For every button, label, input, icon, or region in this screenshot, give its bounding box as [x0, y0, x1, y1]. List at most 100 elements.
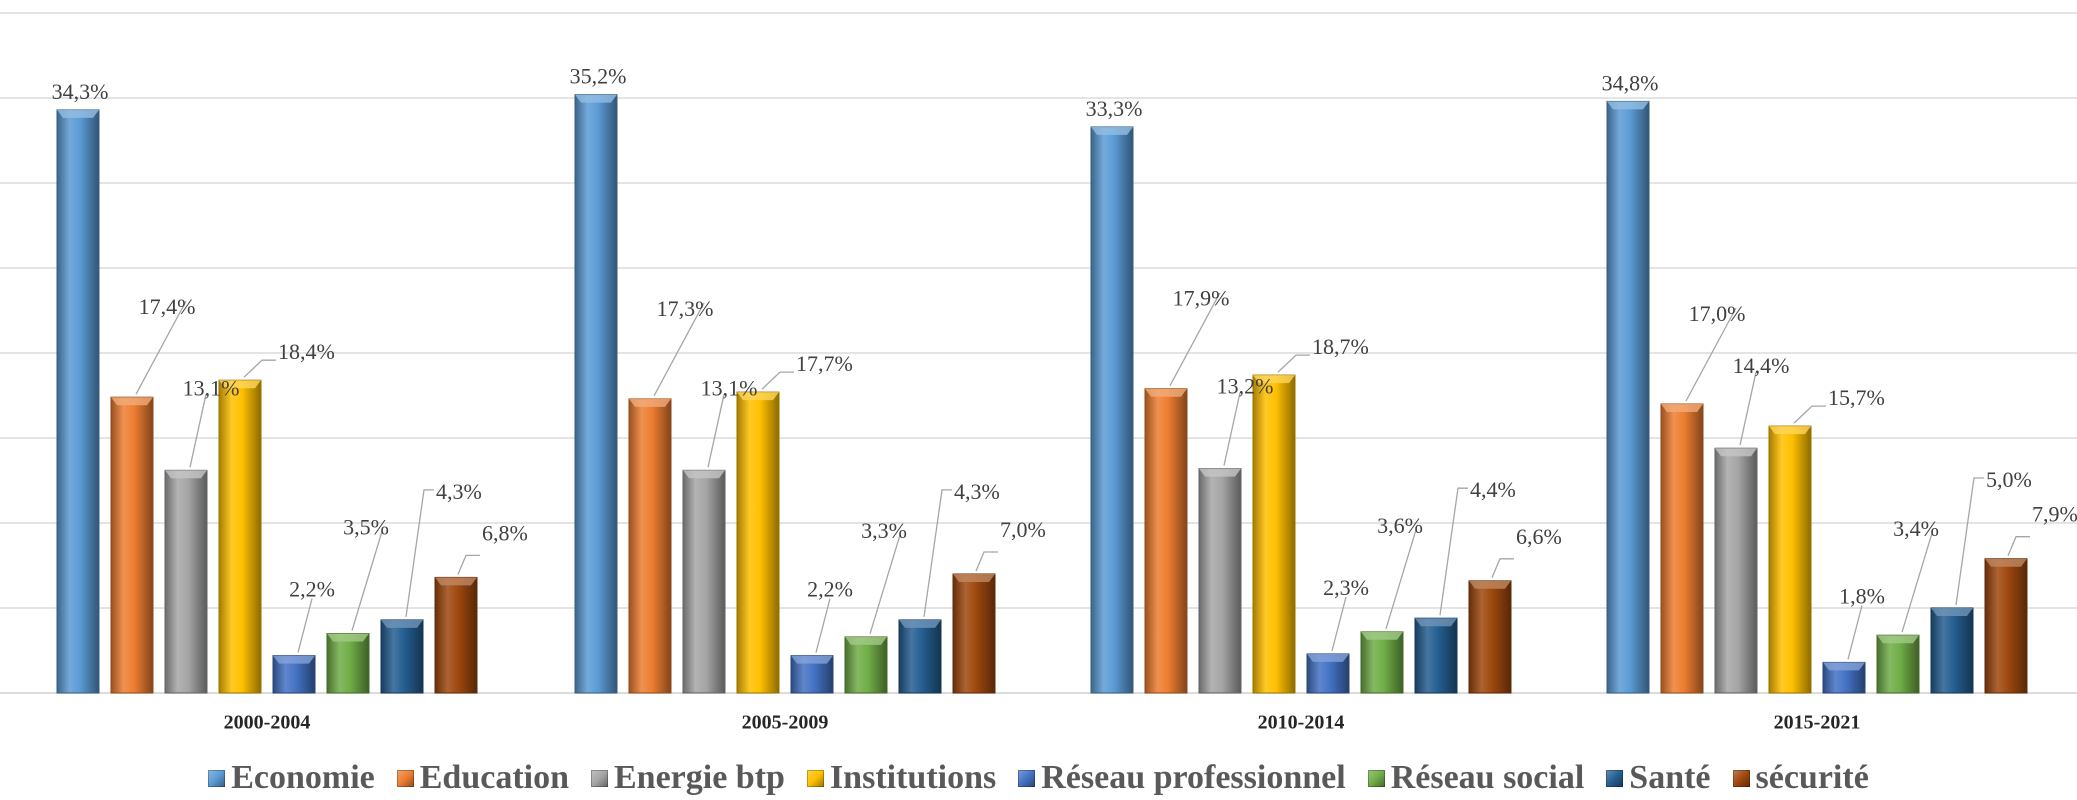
bar-sante-2000-2004 — [380, 619, 424, 694]
bar-bevel — [165, 470, 207, 479]
bar-bevel — [1823, 662, 1865, 671]
bars — [56, 94, 2028, 694]
bar-bevel — [1307, 653, 1349, 662]
bar-bevel — [111, 397, 153, 406]
legend-item-institutions: Institutions — [806, 759, 997, 797]
bar-reseau-social-2000-2004 — [326, 633, 370, 694]
bar-bevel — [629, 398, 671, 407]
bar-energie-btp-2010-2014 — [1198, 468, 1242, 694]
bar-education-2015-2021 — [1660, 403, 1704, 694]
bar-bevel — [1715, 448, 1757, 457]
bar-bevel — [1931, 608, 1973, 616]
legend-label: Education — [419, 759, 569, 796]
data-label-economie-2000-2004: 34,3% — [52, 79, 109, 104]
legend-label: Institutions — [829, 759, 997, 796]
leader-line — [351, 531, 383, 631]
legend-item-securite: sécurité — [1732, 759, 1869, 797]
bar-bevel — [1145, 388, 1187, 397]
leader-line — [869, 534, 901, 635]
bar-institutions-2010-2014 — [1252, 374, 1296, 694]
bar-economie-2015-2021 — [1606, 100, 1650, 694]
data-label-education-2015-2021: 17,0% — [1689, 301, 1746, 326]
bar-bevel — [57, 109, 99, 118]
legend-item-reseau-social: Réseau social — [1367, 759, 1585, 797]
category-label-2010-2014: 2010-2014 — [1258, 712, 1345, 734]
legend-item-education: Education — [396, 759, 569, 797]
bar-bevel — [1661, 404, 1703, 412]
data-label-economie-2015-2021: 34,8% — [1602, 70, 1659, 95]
bar-economie-2005-2009 — [574, 94, 618, 694]
data-label-institutions-2005-2009: 17,7% — [796, 351, 853, 376]
category-labels: 2000-2004 2005-2009 2010-2014 2015-2021 — [224, 712, 1861, 734]
bar-bevel — [381, 619, 423, 628]
leader-line — [1439, 487, 1468, 616]
bar-energie-btp-2000-2004 — [164, 469, 208, 694]
data-label-institutions-2010-2014: 18,7% — [1312, 334, 1369, 359]
legend-swatch — [1732, 769, 1750, 787]
bar-bevel — [953, 574, 995, 582]
bar-securite-2005-2009 — [952, 573, 996, 694]
legend-label: Réseau professionnel — [1041, 759, 1346, 796]
legend-item-reseau-professionnel: Réseau professionnel — [1018, 759, 1346, 797]
legend-item-energie-btp: Energie btp — [591, 759, 785, 797]
leader-line — [2007, 536, 2030, 556]
category-label-2000-2004: 2000-2004 — [224, 712, 311, 734]
data-label-energie-btp-2010-2014: 13,2% — [1217, 374, 1274, 399]
bar-securite-2015-2021 — [1984, 558, 2028, 694]
data-label-sante-2015-2021: 5,0% — [1986, 467, 2032, 492]
leader-line — [189, 394, 207, 468]
bar-bevel — [1607, 101, 1649, 110]
bar-bevel — [1415, 618, 1457, 627]
bar-bevel — [737, 392, 779, 401]
data-label-securite-2000-2004: 6,8% — [482, 520, 528, 545]
bar-education-2000-2004 — [110, 396, 154, 694]
leader-line — [1793, 405, 1826, 424]
leader-line — [1223, 392, 1241, 466]
bar-bevel — [273, 655, 315, 664]
data-label-reseau-social-2005-2009: 3,3% — [861, 518, 907, 543]
data-label-education-2005-2009: 17,3% — [657, 296, 714, 321]
leader-line — [1685, 307, 1737, 402]
bar-bevel — [435, 577, 477, 586]
legend-label: Santé — [1629, 759, 1711, 796]
bar-energie-btp-2005-2009 — [682, 469, 726, 694]
bar-institutions-2005-2009 — [736, 391, 780, 694]
bar-bevel — [683, 470, 725, 479]
data-label-sante-2000-2004: 4,3% — [436, 479, 482, 504]
legend: Economie Education Energie btp Institutions… — [0, 758, 2077, 798]
data-label-education-2010-2014: 17,9% — [1173, 286, 1230, 311]
leader-line — [1169, 292, 1221, 387]
gridlines — [0, 12, 2077, 694]
leader-line — [707, 394, 725, 468]
bar-institutions-2015-2021 — [1768, 425, 1812, 694]
bar-bevel — [1469, 580, 1511, 589]
leader-line — [653, 302, 705, 397]
data-label-reseau-professionnel-2010-2014: 2,3% — [1323, 575, 1369, 600]
bar-bevel — [219, 380, 261, 389]
leader-line — [297, 598, 313, 653]
data-label-education-2000-2004: 17,4% — [139, 294, 196, 319]
bar-bevel — [1985, 558, 2027, 567]
data-label-energie-btp-2005-2009: 13,1% — [701, 375, 758, 400]
bar-reseau-social-2005-2009 — [844, 636, 888, 694]
bar-institutions-2000-2004 — [218, 379, 262, 694]
data-label-reseau-social-2000-2004: 3,5% — [343, 515, 389, 540]
legend-label: Réseau social — [1390, 759, 1585, 796]
legend-label: Energie btp — [614, 759, 785, 796]
bar-securite-2010-2014 — [1468, 580, 1512, 694]
data-label-reseau-social-2010-2014: 3,6% — [1377, 513, 1423, 538]
leader-line — [243, 359, 276, 378]
bar-bevel — [1253, 375, 1295, 384]
legend-swatch — [1018, 769, 1036, 787]
data-label-reseau-professionnel-2005-2009: 2,2% — [807, 577, 853, 602]
leader-line — [1901, 533, 1933, 633]
bar-securite-2000-2004 — [434, 576, 478, 694]
data-label-energie-btp-2015-2021: 14,4% — [1733, 353, 1790, 378]
bar-economie-2010-2014 — [1090, 126, 1134, 694]
leader-line — [975, 551, 998, 572]
bar-bevel — [899, 619, 941, 628]
legend-swatch — [396, 769, 414, 787]
bar-sante-2015-2021 — [1930, 607, 1974, 694]
data-label-securite-2010-2014: 6,6% — [1516, 524, 1562, 549]
